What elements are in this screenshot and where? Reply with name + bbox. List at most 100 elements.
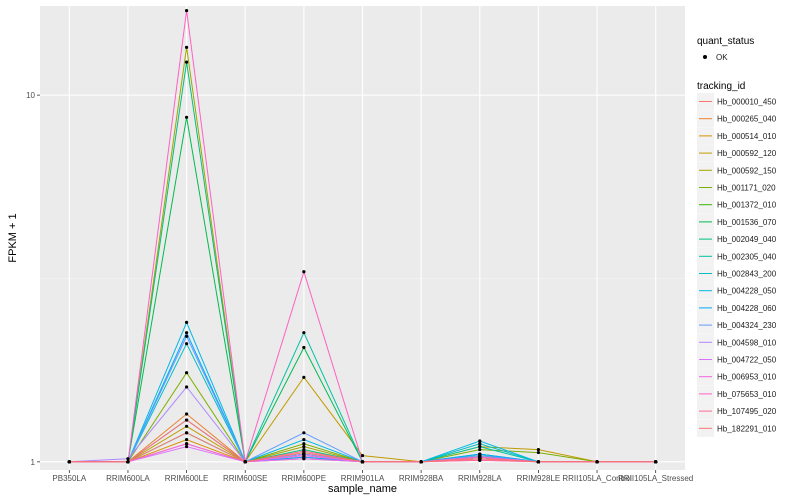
legend-item-Hb_004324_230[interactable]: Hb_004324_230 xyxy=(697,316,777,334)
data-point[interactable] xyxy=(67,460,71,464)
data-point[interactable] xyxy=(184,424,189,428)
data-point[interactable] xyxy=(536,460,541,464)
data-point[interactable] xyxy=(126,457,130,461)
legend-item-label: Hb_000514_010 xyxy=(717,132,777,141)
x-axis-title: sample_name xyxy=(328,483,397,495)
legend-item-Hb_075653_010[interactable]: Hb_075653_010 xyxy=(697,385,777,403)
x-tick-label: RRIM600PE xyxy=(282,474,326,483)
x-axis-ticks: PB350LA RRIM600LA RRIM600LE RRIM600SE RRIM60… xyxy=(52,470,693,483)
data-point[interactable] xyxy=(126,460,130,464)
data-point[interactable] xyxy=(302,331,306,335)
x-tick-label: RRII105LA_Stressed xyxy=(618,474,693,483)
legend-item-Hb_000592_150[interactable]: Hb_000592_150 xyxy=(697,161,777,179)
legend-item-Hb_000514_010[interactable]: Hb_000514_010 xyxy=(697,127,777,145)
data-point[interactable] xyxy=(184,60,189,64)
data-point[interactable] xyxy=(302,445,306,449)
legend-item-label: Hb_182291_010 xyxy=(717,424,777,433)
data-point[interactable] xyxy=(302,457,306,461)
y-axis-ticks: 1 10 xyxy=(26,91,40,467)
legend-item-Hb_000265_040[interactable]: Hb_000265_040 xyxy=(697,110,777,128)
data-point[interactable] xyxy=(302,270,306,274)
legend-items[interactable]: Hb_000010_450 Hb_000265_040 Hb_000514_010 H… xyxy=(697,93,777,437)
legend-item-Hb_001171_020[interactable]: Hb_001171_020 xyxy=(697,179,776,196)
data-point[interactable] xyxy=(243,460,247,464)
legend-item-Hb_000592_120[interactable]: Hb_000592_120 xyxy=(697,144,777,162)
data-point[interactable] xyxy=(302,431,306,435)
legend-series-title: tracking_id xyxy=(697,81,745,92)
legend-item-Hb_004722_050[interactable]: Hb_004722_050 xyxy=(697,351,777,368)
data-point[interactable] xyxy=(360,453,365,458)
legend-item-label: Hb_004722_050 xyxy=(717,356,777,365)
data-point[interactable] xyxy=(184,342,189,346)
data-point[interactable] xyxy=(478,445,482,449)
data-point[interactable] xyxy=(184,442,189,446)
legend-item-label: Hb_004228_050 xyxy=(717,287,777,296)
legend-item-label: Hb_000265_040 xyxy=(717,115,777,124)
data-points xyxy=(67,9,658,464)
data-point[interactable] xyxy=(184,437,189,442)
x-tick-label: RRIM600SE xyxy=(223,474,267,483)
data-point[interactable] xyxy=(478,439,482,443)
data-point[interactable] xyxy=(184,331,189,335)
data-point[interactable] xyxy=(184,385,189,389)
legend-status-title: quant_status xyxy=(697,36,754,47)
legend[interactable]: quant_status OK tracking_id Hb_000010_45… xyxy=(697,36,777,437)
data-point[interactable] xyxy=(478,457,482,461)
data-point[interactable] xyxy=(478,442,482,446)
data-point[interactable] xyxy=(184,115,189,119)
data-point[interactable] xyxy=(184,320,189,325)
data-point[interactable] xyxy=(184,445,189,449)
data-point[interactable] xyxy=(302,442,306,446)
data-point[interactable] xyxy=(184,334,189,338)
data-point[interactable] xyxy=(184,9,189,13)
legend-item-label: Hb_006953_010 xyxy=(717,373,777,382)
x-tick-label: RRIM928LE xyxy=(517,474,561,483)
data-point[interactable] xyxy=(536,447,541,452)
data-point[interactable] xyxy=(478,447,482,452)
data-point[interactable] xyxy=(536,450,541,455)
legend-item-label: Hb_004228_060 xyxy=(717,304,777,313)
data-point[interactable] xyxy=(184,412,189,416)
data-point[interactable] xyxy=(654,460,658,464)
data-point[interactable] xyxy=(302,450,306,455)
data-point[interactable] xyxy=(360,460,365,464)
legend-item-Hb_002049_040[interactable]: Hb_002049_040 xyxy=(697,230,777,248)
legend-item-Hb_004228_060[interactable]: Hb_004228_060 xyxy=(697,299,777,317)
legend-item-label: Hb_075653_010 xyxy=(717,390,777,399)
legend-item-label: Hb_002843_200 xyxy=(717,270,777,279)
legend-item-label: Hb_002305_040 xyxy=(717,252,777,261)
x-tick-label: RRIM928LA xyxy=(458,474,502,483)
data-point[interactable] xyxy=(184,371,189,375)
data-point[interactable] xyxy=(184,45,189,49)
data-point[interactable] xyxy=(595,460,599,464)
x-tick-label: RRIM928BA xyxy=(399,474,444,483)
legend-item-Hb_004598_010[interactable]: Hb_004598_010 xyxy=(697,333,777,351)
legend-item-Hb_000010_450[interactable]: Hb_000010_450 xyxy=(697,93,777,110)
y-tick-label: 1 xyxy=(31,458,36,467)
data-point[interactable] xyxy=(302,437,306,442)
legend-ok-label: OK xyxy=(716,53,728,62)
x-tick-label: RRIM901LA xyxy=(341,474,385,483)
legend-item-Hb_001372_010[interactable]: Hb_001372_010 xyxy=(697,196,777,214)
legend-item-Hb_006953_010[interactable]: Hb_006953_010 xyxy=(697,368,777,386)
legend-item-Hb_002843_200[interactable]: Hb_002843_200 xyxy=(697,265,777,282)
x-tick-label: RRIM600LE xyxy=(165,474,209,483)
data-point[interactable] xyxy=(302,345,306,350)
data-point[interactable] xyxy=(184,418,189,422)
legend-item-Hb_182291_010[interactable]: Hb_182291_010 xyxy=(697,419,777,437)
legend-item-Hb_004228_050[interactable]: Hb_004228_050 xyxy=(697,282,777,300)
legend-item-label: Hb_000010_450 xyxy=(717,98,777,107)
legend-item-Hb_002305_040[interactable]: Hb_002305_040 xyxy=(697,247,777,265)
legend-item-label: Hb_000592_150 xyxy=(717,166,777,175)
legend-item-label: Hb_002049_040 xyxy=(717,235,777,244)
legend-item-Hb_107495_020[interactable]: Hb_107495_020 xyxy=(697,402,777,420)
x-tick-label: RRIM600LA xyxy=(106,474,150,483)
legend-item-Hb_001536_070[interactable]: Hb_001536_070 xyxy=(697,213,777,231)
data-point[interactable] xyxy=(419,460,423,464)
data-point[interactable] xyxy=(302,375,306,379)
legend-item-label: Hb_004598_010 xyxy=(717,338,777,347)
data-point[interactable] xyxy=(184,431,189,435)
legend-item-label: Hb_004324_230 xyxy=(717,321,777,330)
data-point[interactable] xyxy=(302,453,306,458)
